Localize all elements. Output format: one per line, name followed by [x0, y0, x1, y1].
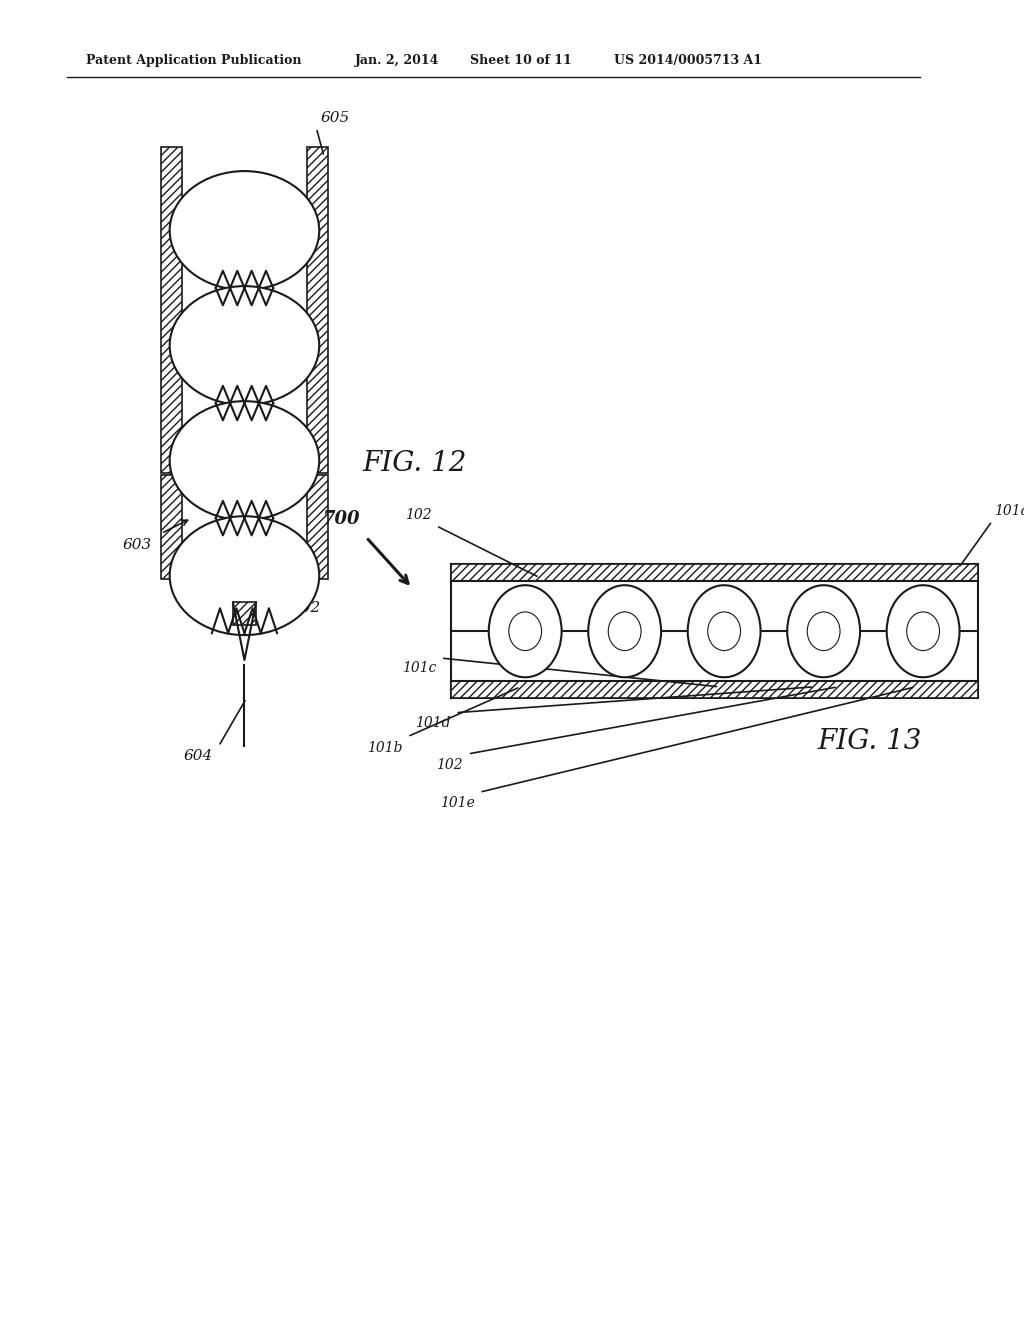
Text: Patent Application Publication: Patent Application Publication	[86, 54, 302, 67]
Ellipse shape	[170, 286, 319, 405]
Text: US 2014/0005713 A1: US 2014/0005713 A1	[613, 54, 762, 67]
Text: 700: 700	[322, 510, 359, 528]
Text: FIG. 12: FIG. 12	[362, 450, 467, 477]
Text: Jan. 2, 2014: Jan. 2, 2014	[354, 54, 439, 67]
Text: 101c: 101c	[401, 661, 436, 675]
Text: 605: 605	[321, 111, 349, 125]
Text: FIG. 13: FIG. 13	[818, 729, 923, 755]
Ellipse shape	[588, 585, 662, 677]
Ellipse shape	[887, 585, 959, 677]
Text: 603: 603	[122, 539, 152, 552]
Text: 101b: 101b	[368, 741, 402, 755]
Bar	[161, 147, 182, 473]
Bar	[232, 602, 256, 626]
Text: Sheet 10 of 11: Sheet 10 of 11	[470, 54, 571, 67]
Ellipse shape	[509, 612, 542, 651]
Bar	[307, 475, 328, 578]
Ellipse shape	[787, 585, 860, 677]
Text: 602: 602	[292, 601, 321, 615]
Text: 102: 102	[404, 508, 431, 521]
Ellipse shape	[688, 585, 761, 677]
Ellipse shape	[608, 612, 641, 651]
Ellipse shape	[170, 172, 319, 290]
Ellipse shape	[807, 612, 840, 651]
Text: 101a: 101a	[994, 504, 1024, 519]
Ellipse shape	[488, 585, 561, 677]
Bar	[451, 564, 978, 581]
Ellipse shape	[170, 516, 319, 635]
Ellipse shape	[708, 612, 740, 651]
Bar	[161, 475, 182, 578]
Bar	[451, 681, 978, 698]
Text: 101d: 101d	[415, 715, 451, 730]
Ellipse shape	[170, 401, 319, 520]
Text: 102: 102	[436, 758, 463, 772]
Text: 604: 604	[183, 750, 213, 763]
Bar	[307, 147, 328, 473]
Ellipse shape	[906, 612, 939, 651]
Text: 101e: 101e	[439, 796, 474, 810]
